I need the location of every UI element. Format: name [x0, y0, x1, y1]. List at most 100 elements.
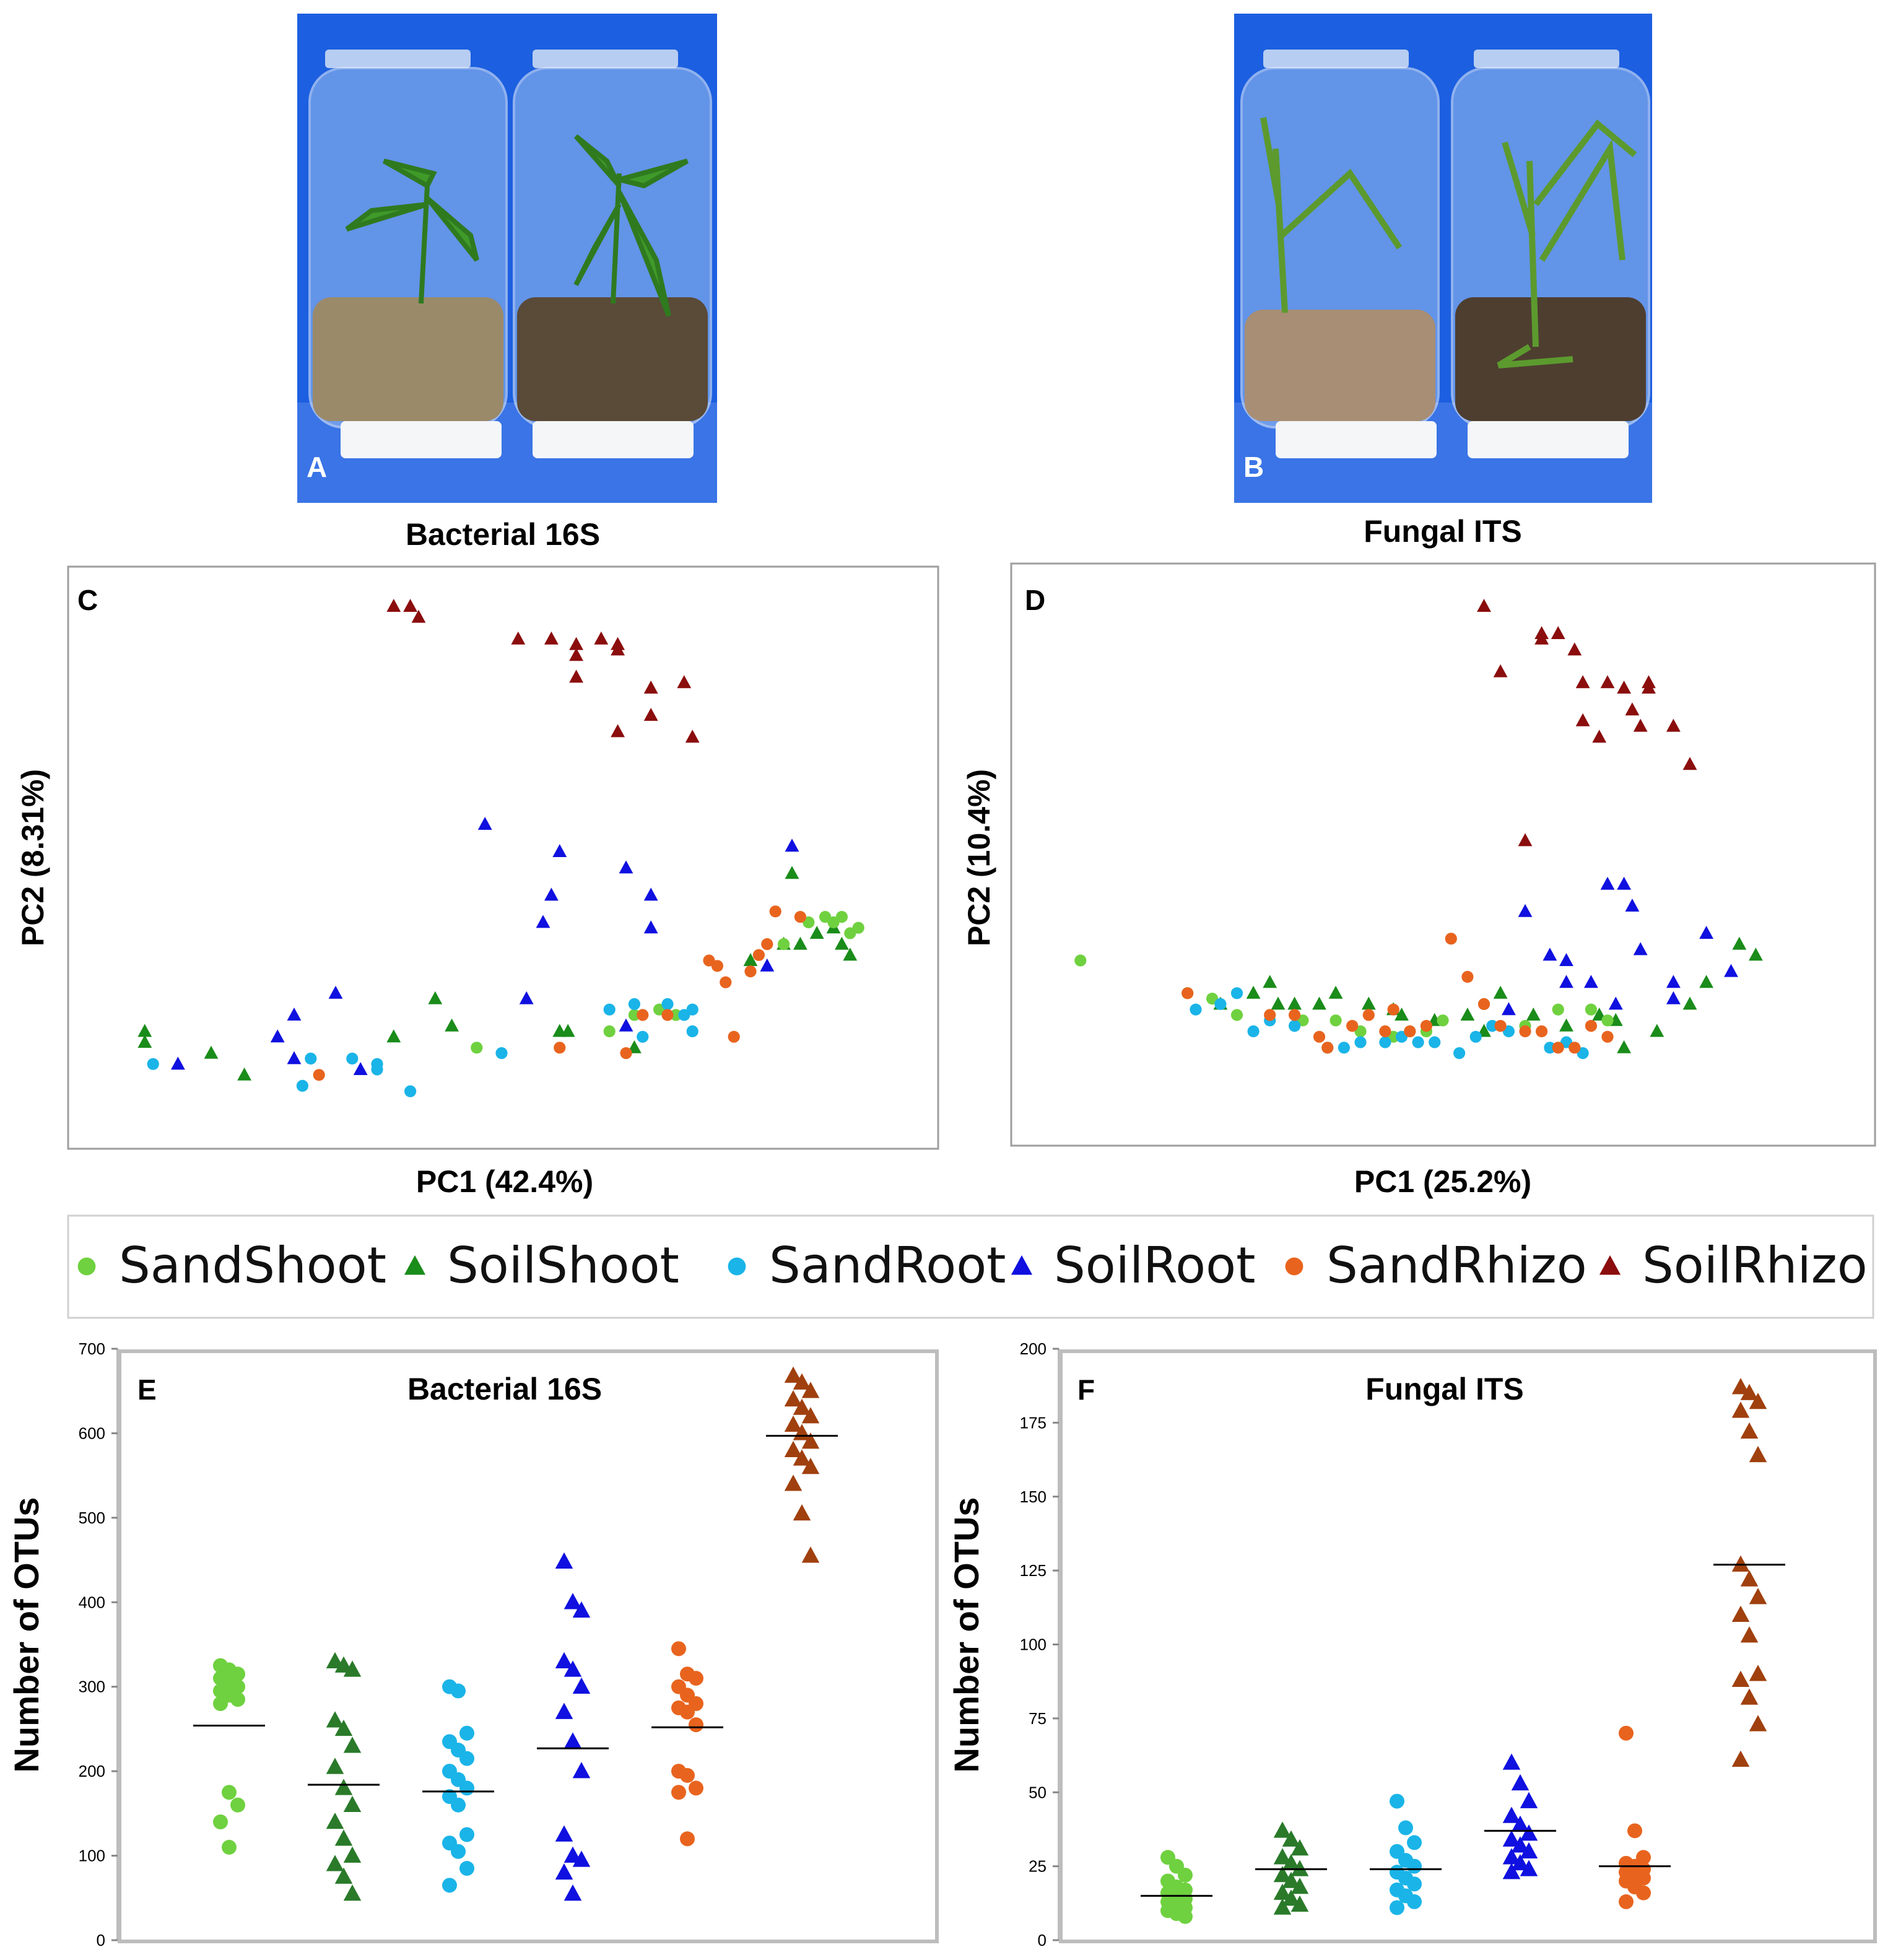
otu-point-sandshoot-8	[230, 1692, 245, 1707]
y-tick-label-75: 75	[1029, 1709, 1047, 1728]
photo-a: A	[297, 14, 717, 503]
point-soilroot-0	[477, 817, 492, 830]
point-sandroot-1	[1214, 998, 1227, 1010]
point-soilroot-5	[1625, 899, 1640, 912]
panel-c-ylabel: PC2 (8.31%)	[15, 769, 50, 946]
otu-point-soilrhizo-10	[793, 1449, 811, 1466]
point-soilroot-3	[1600, 876, 1615, 890]
point-soilrhizo-14	[611, 724, 625, 738]
otu-point-soilroot-3	[1502, 1806, 1521, 1823]
otu-point-soilroot-11	[572, 1850, 591, 1867]
otu-point-sandrhizo-12	[671, 1785, 686, 1800]
point-soilroot-15	[619, 1018, 633, 1032]
point-soilroot-1	[1543, 947, 1557, 961]
plant-a2	[573, 134, 689, 317]
point-sandrhizo-14	[1494, 1020, 1507, 1032]
otu-point-soilshoot-9	[326, 1813, 344, 1829]
point-soilroot-14	[519, 991, 534, 1004]
y-tick-label-100: 100	[1020, 1636, 1047, 1654]
jar-a2-soil	[517, 297, 708, 421]
y-tick-label-25: 25	[1029, 1857, 1047, 1876]
point-soilshoot-13	[1493, 985, 1508, 999]
otu-point-soilrhizo-2	[1749, 1392, 1767, 1409]
point-soilrhizo-11	[1625, 702, 1640, 716]
point-sandrhizo-9	[1404, 1025, 1416, 1037]
point-soilroot-2	[544, 887, 559, 901]
otu-point-soilshoot-10	[1282, 1889, 1300, 1906]
point-soilshoot-4	[1287, 996, 1302, 1010]
legend-marker-sandrhizo	[1285, 1257, 1303, 1276]
point-soilrhizo-9	[611, 642, 625, 656]
otu-point-soilrhizo-12	[784, 1474, 803, 1491]
panel-e-label: E	[137, 1374, 157, 1406]
panel-e-ylabel: Number of OTUs	[7, 1497, 46, 1773]
point-soilrhizo-4	[1493, 664, 1508, 677]
point-soilshoot-14	[1526, 1008, 1541, 1021]
y-tick-label-175: 175	[1020, 1413, 1047, 1432]
point-soilrhizo-10	[1617, 681, 1631, 694]
otu-point-soilroot-12	[1502, 1863, 1521, 1879]
otu-point-sandshoot-10	[222, 1785, 237, 1800]
point-soilshoot-6	[445, 1018, 459, 1032]
photo-b-caption: Fungal ITS	[1364, 514, 1522, 549]
legend-label-soilshoot: SoilShoot	[447, 1237, 679, 1294]
point-soilrhizo-11	[643, 681, 658, 694]
jar-a1-base	[341, 421, 502, 458]
otu-point-sandshoot-2	[1178, 1867, 1193, 1883]
panel-d-label: D	[1025, 584, 1045, 616]
panel-f-ylabel: Number of OTUs	[947, 1497, 986, 1773]
otu-point-soilshoot-10	[334, 1829, 353, 1846]
pcoa-d-points	[1074, 599, 1763, 1060]
point-sandshoot-0	[471, 1042, 483, 1054]
otu-point-soilroot-4	[1511, 1815, 1530, 1832]
point-sandrhizo-2	[1289, 1009, 1301, 1021]
otu-point-soilshoot-12	[1273, 1898, 1292, 1915]
jar-b1-base	[1276, 421, 1437, 458]
otu-point-soilshoot-11	[343, 1846, 362, 1863]
point-sandrhizo-4	[1321, 1042, 1334, 1054]
point-soilroot-5	[643, 887, 658, 901]
point-soilshoot-4	[386, 1029, 401, 1043]
point-soilshoot-0	[137, 1024, 152, 1037]
otu-point-soilroot-11	[1520, 1860, 1538, 1876]
point-sandrhizo-20	[1601, 1030, 1614, 1043]
y-tick-label-400: 400	[79, 1593, 105, 1611]
point-soilrhizo-6	[569, 648, 583, 661]
otu-point-soilrhizo-4	[1740, 1422, 1759, 1439]
point-sandrhizo-5	[1346, 1020, 1359, 1032]
point-sandroot-3	[346, 1052, 359, 1065]
otu-point-soilroot-2	[1520, 1792, 1538, 1808]
otu-point-sandroot-1	[451, 1683, 466, 1699]
y-tick-label-700: 700	[79, 1339, 105, 1358]
point-sandroot-11	[1412, 1036, 1424, 1048]
point-soilshoot-2	[1263, 975, 1277, 988]
otu-point-sandroot-8	[459, 1780, 474, 1796]
otu-point-soilroot-10	[1511, 1853, 1530, 1871]
point-soilroot-4	[1617, 876, 1631, 890]
point-soilrhizo-2	[411, 609, 426, 623]
otu-point-soilroot-5	[572, 1677, 591, 1694]
point-sandshoot-11	[852, 921, 864, 934]
point-soilshoot-14	[809, 926, 824, 939]
otu-point-sandroot-12	[1390, 1900, 1404, 1915]
point-soilshoot-23	[1749, 947, 1763, 961]
point-soilshoot-20	[1682, 996, 1697, 1010]
point-sandroot-10	[637, 1030, 649, 1043]
plant-a1	[345, 159, 479, 304]
otu-point-soilrhizo-8	[801, 1432, 820, 1449]
point-sandrhizo-13	[794, 911, 806, 923]
otu-point-sandrhizo-1	[1627, 1823, 1642, 1839]
legend-marker-soilroot	[1011, 1255, 1033, 1275]
otu-point-soilrhizo-14	[801, 1546, 820, 1563]
otu-point-sandrhizo-11	[689, 1780, 703, 1796]
otu-point-soilrhizo-14	[1749, 1715, 1767, 1731]
photo-a-caption: Bacterial 16S	[406, 517, 600, 552]
legend-marker-soilshoot	[404, 1255, 426, 1275]
otu-point-soilrhizo-3	[1731, 1401, 1750, 1418]
otu-point-soilshoot-4	[1282, 1853, 1300, 1871]
point-sandrhizo-1	[1264, 1009, 1276, 1021]
plant-b2	[1497, 119, 1637, 368]
otu-point-sandroot-5	[459, 1751, 474, 1766]
panel-c-frame	[67, 565, 939, 1150]
otu-point-soilroot-0	[1502, 1753, 1521, 1770]
